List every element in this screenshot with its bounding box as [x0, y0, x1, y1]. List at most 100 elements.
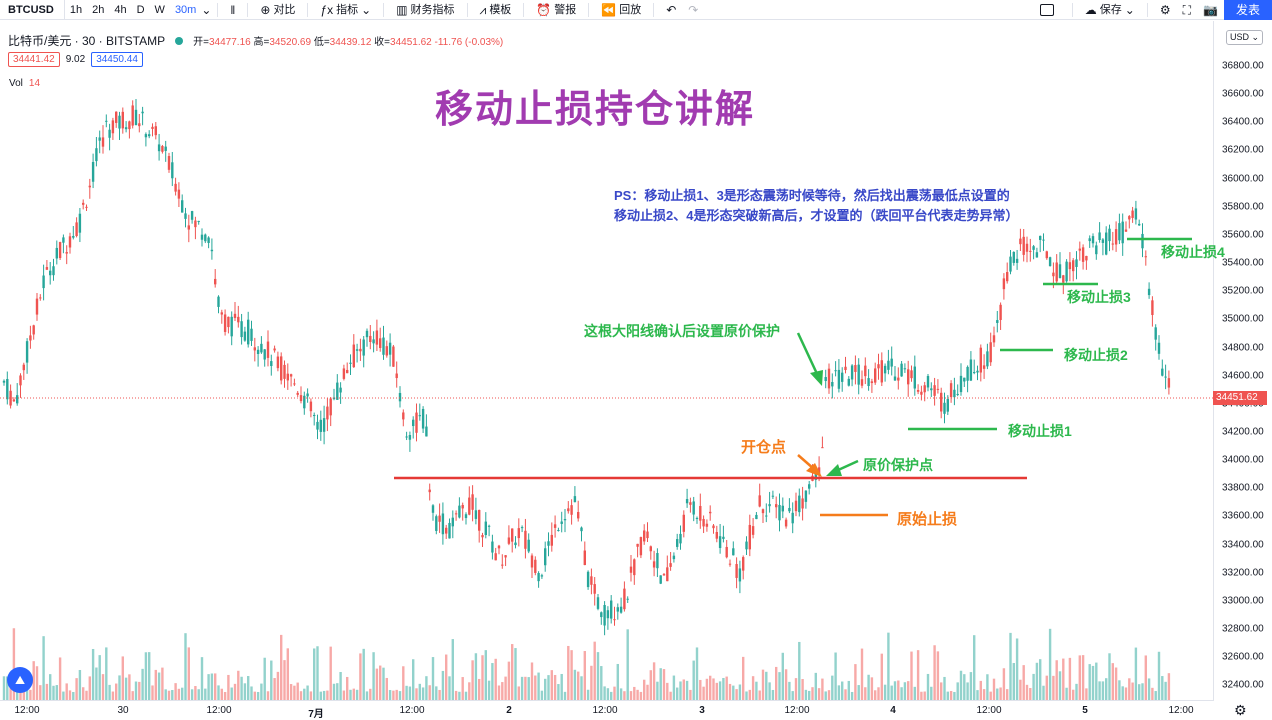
compare-button[interactable]: ⊕ 对比 [254, 0, 301, 20]
volume-bar [692, 660, 695, 700]
currency-select[interactable]: USD ⌄ [1226, 30, 1264, 45]
financials-button[interactable]: ▥ 财务指标 [390, 0, 460, 20]
interval-d[interactable]: D [136, 3, 145, 16]
price-chart[interactable] [0, 21, 1213, 700]
time-scale[interactable]: 12:00 30 12:00 7月 12:00 2 12:00 3 12:00 4 12:00 5 12… [0, 700, 1213, 720]
volume-bar [969, 672, 973, 700]
market-status-icon [175, 36, 184, 45]
volume-bar [316, 646, 319, 700]
candle-body [276, 356, 280, 369]
alert-button[interactable]: ⏰ 警报 [530, 0, 582, 20]
volume-bar [1068, 657, 1072, 700]
time-tick: 12:00 [206, 705, 232, 716]
candle-body [375, 330, 379, 345]
redo-button[interactable]: ↷ [682, 0, 704, 20]
replay-button[interactable]: ⏪ 回放 [595, 0, 647, 20]
time-tick: 30 [117, 705, 129, 716]
symbol-search[interactable]: BTCUSD [0, 0, 65, 20]
save-button[interactable]: ☁ 保存 ⌄ [1079, 0, 1141, 20]
candle-body [227, 316, 230, 328]
volume-bar [537, 672, 540, 700]
fx-icon: ƒx [320, 2, 334, 17]
candle-body [755, 514, 758, 520]
volume-bar [784, 669, 788, 700]
volume-bar [659, 668, 662, 700]
volume-bar [157, 672, 161, 700]
interval-1h[interactable]: 1h [69, 3, 83, 16]
undo-button[interactable]: ↶ [660, 0, 682, 20]
candle-body [313, 415, 316, 417]
volume-bar [2, 676, 6, 700]
sell-price-button[interactable]: 34441.42 [8, 52, 60, 67]
candle-body [907, 369, 910, 385]
templates-button[interactable]: ⩘ 模板 [474, 0, 518, 20]
volume-bar [1055, 660, 1058, 700]
volume-bar [75, 678, 78, 700]
candle-body [709, 511, 712, 514]
buy-price-button[interactable]: 34450.44 [91, 52, 143, 67]
settings-button[interactable]: ⚙ [1154, 0, 1177, 20]
interval-2h[interactable]: 2h [92, 3, 105, 16]
layout-icon[interactable] [1039, 4, 1054, 16]
tradingview-logo-icon[interactable]: ⛰ [7, 667, 33, 693]
interval-4h[interactable]: 4h [114, 3, 127, 16]
candle-body [1091, 236, 1095, 244]
snapshot-button[interactable]: 📷 [1197, 0, 1224, 20]
volume-bar [982, 689, 986, 700]
divider [466, 2, 468, 17]
candle-body [956, 393, 959, 395]
candle-body [1055, 262, 1058, 282]
candle-body [233, 313, 237, 319]
candle-body [791, 512, 794, 524]
publish-button[interactable]: 发表 [1223, 0, 1272, 20]
open-value: 34477.16 [208, 37, 251, 48]
volume-bar [771, 689, 775, 700]
chevron-down-icon[interactable]: ⌄ [201, 2, 212, 17]
stop2-label: 移动止损2 [1064, 347, 1128, 363]
volume-bar [583, 651, 586, 700]
volume-bar [349, 689, 352, 700]
candle-body [979, 347, 982, 373]
volume-bar [761, 669, 765, 700]
stop1-label: 移动止损1 [1008, 423, 1072, 439]
candle-body [1002, 278, 1006, 290]
volume-bar [732, 685, 735, 700]
candle-body [837, 369, 841, 389]
candle-body [1065, 261, 1068, 282]
fullscreen-button[interactable]: ⛶ [1177, 0, 1197, 20]
interval-w[interactable]: W [154, 3, 165, 16]
interval-30m[interactable]: 30m [174, 3, 197, 16]
volume-bar [570, 650, 573, 700]
price-scale[interactable]: 36800.00 36600.00 36400.00 36200.00 36000.00… [1213, 21, 1272, 701]
candle-body [55, 247, 58, 259]
candle-body [164, 146, 167, 151]
breakeven-label: 原价保护点 [863, 457, 933, 473]
volume-bar [296, 682, 299, 700]
high-label: 高= [253, 37, 270, 48]
candle-body [1098, 232, 1101, 241]
volume-bar [35, 666, 39, 700]
volume-bar [916, 650, 920, 700]
chart-type-button[interactable]: ǁ [224, 0, 241, 20]
candle-body [339, 387, 342, 393]
gear-icon[interactable]: ⚙ [1234, 702, 1247, 718]
volume-bar [138, 681, 141, 700]
ohlc-values: 开=34477.16 高=34520.69 低=34439.12 收=34451… [193, 33, 503, 48]
volume-label: Vol [9, 78, 23, 89]
volume-bar [606, 688, 610, 700]
volume-bar [1108, 653, 1111, 700]
candle-body [728, 563, 732, 565]
candle-body [801, 498, 804, 509]
volume-bar [930, 686, 933, 700]
candle-body [613, 619, 616, 621]
time-tick: 4 [890, 705, 896, 716]
volume-bar [12, 628, 16, 700]
volume-bar [412, 659, 415, 700]
indicators-button[interactable]: ƒx 指标 ⌄ [314, 0, 377, 20]
divider [217, 2, 219, 17]
candle-body [864, 365, 867, 377]
candle-body [204, 234, 207, 242]
volume-bar [177, 688, 181, 700]
candle-body [524, 530, 527, 549]
candle-body [1111, 243, 1114, 245]
